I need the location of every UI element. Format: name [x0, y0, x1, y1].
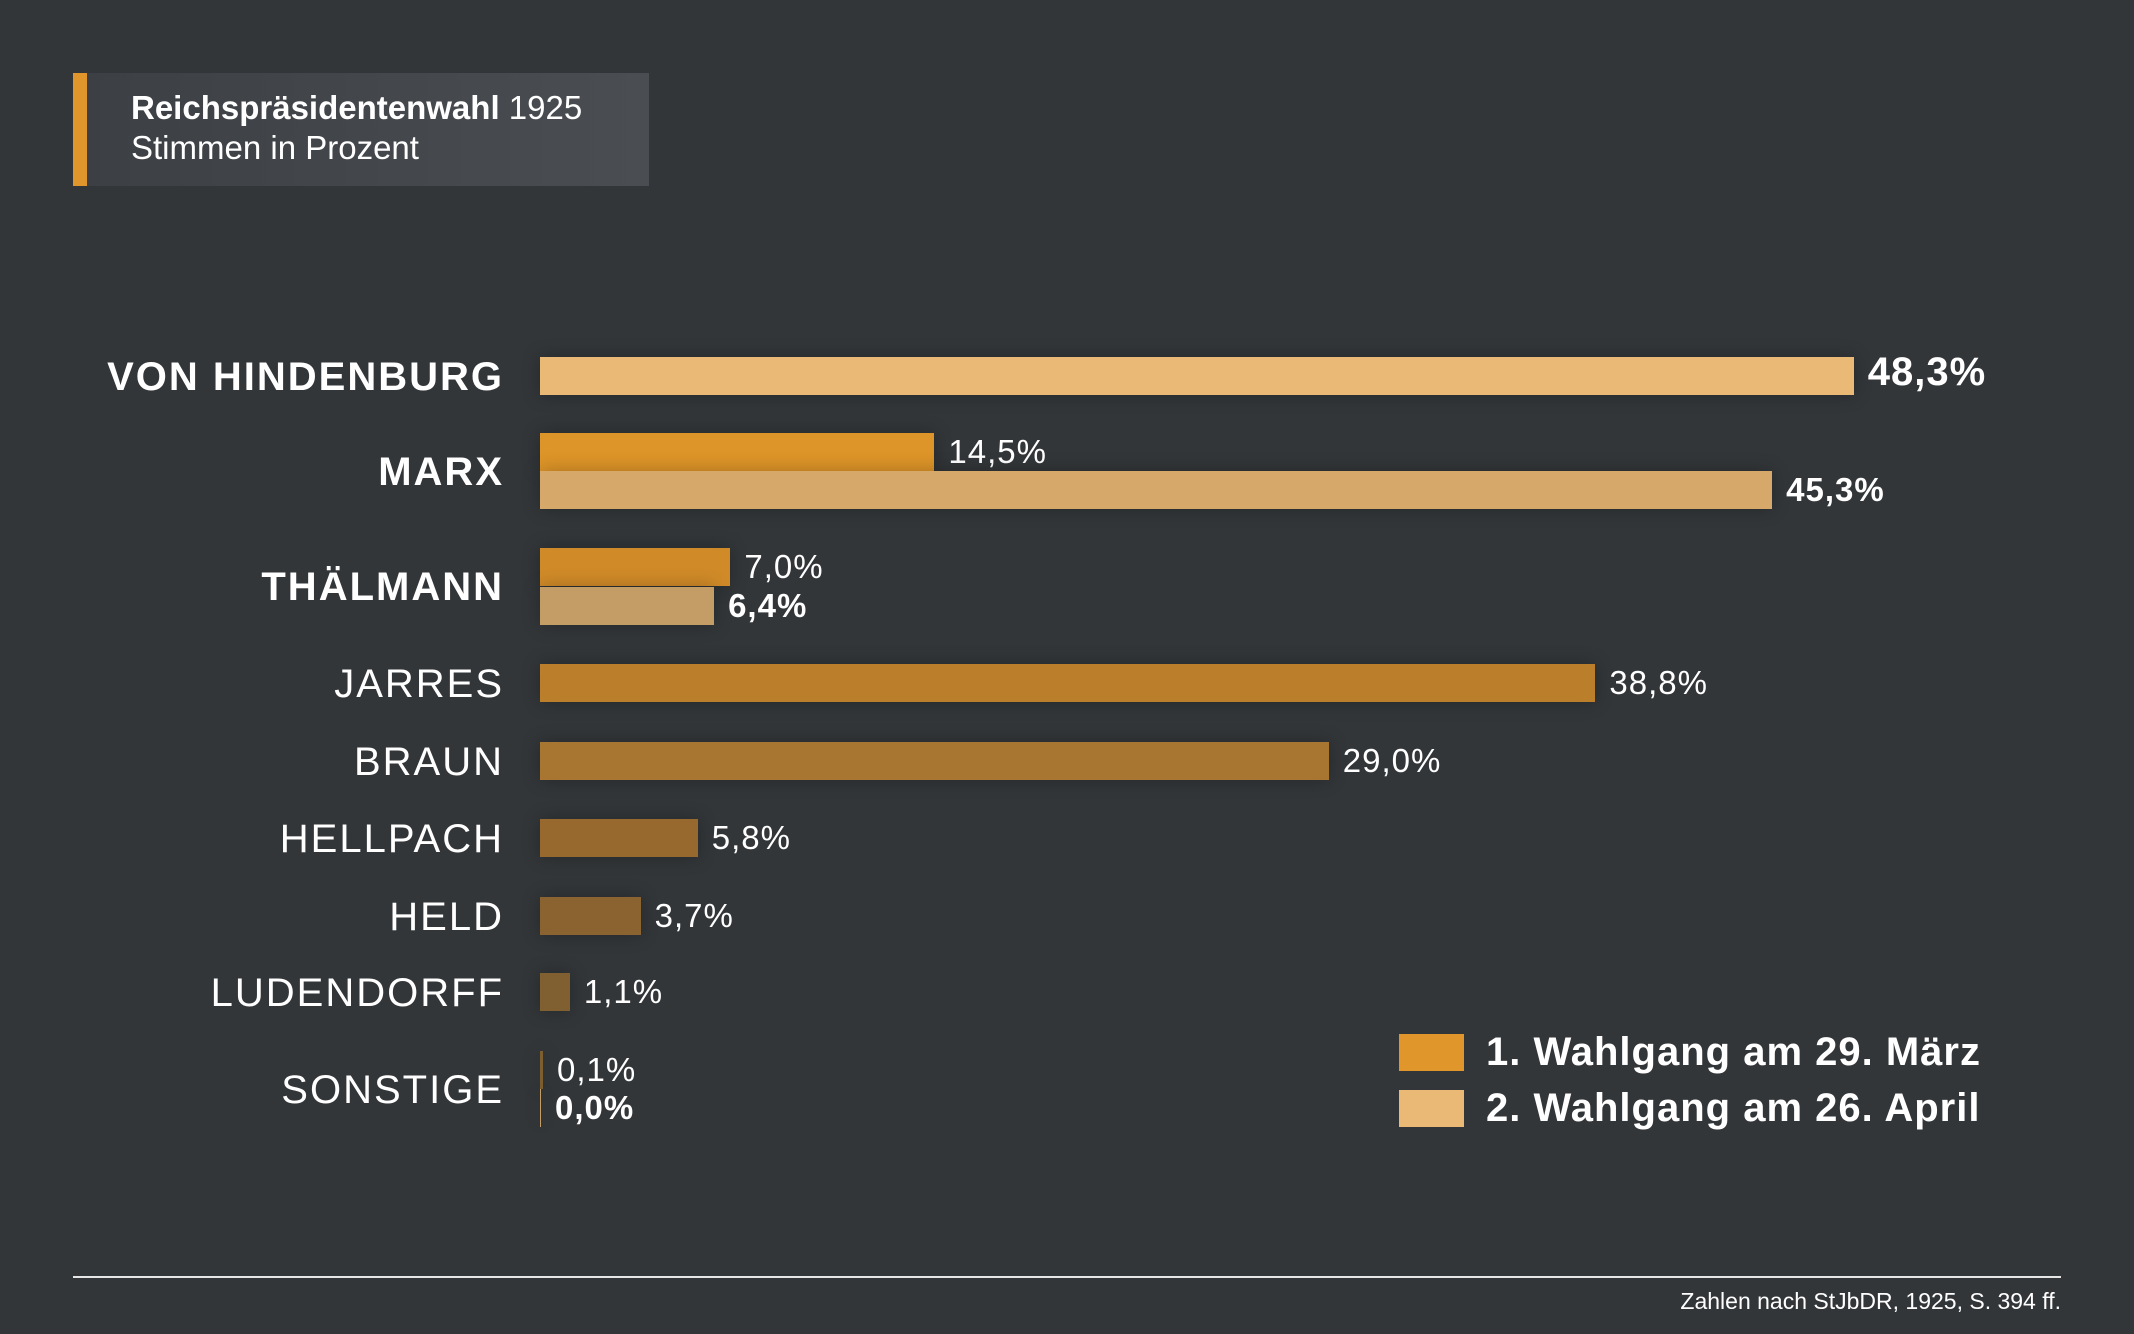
bar-round2: [540, 587, 715, 625]
value-label-round1: 14,5%: [948, 433, 1047, 470]
source-note: Zahlen nach StJbDR, 1925, S. 394 ff.: [1680, 1288, 2061, 1314]
chart-subtitle: Stimmen in Prozent: [131, 129, 419, 166]
value-label-round2: 0,0%: [555, 1089, 635, 1126]
value-label-round1: 7,0%: [744, 548, 824, 585]
category-label: LUDENDORFF: [210, 971, 504, 1015]
title-bold: Reichspräsidentenwahl: [131, 89, 500, 126]
category-label: HELLPACH: [279, 817, 504, 861]
value-label-round2: 45,3%: [1786, 471, 1885, 508]
legend-swatch-round2: [1399, 1090, 1464, 1127]
value-label-round2: 48,3%: [1867, 350, 1987, 394]
title-year: 1925: [508, 89, 583, 126]
category-label: MARX: [378, 450, 504, 494]
category-label: JARRES: [334, 662, 504, 706]
category-label: HELD: [389, 895, 504, 939]
value-label-round1: 38,8%: [1609, 664, 1708, 701]
bar-round2: [540, 471, 1773, 509]
category-label: THÄLMANN: [261, 565, 504, 609]
category-label: SONSTIGE: [281, 1068, 504, 1112]
value-label-round1: 1,1%: [583, 973, 664, 1010]
bar-round1: [540, 897, 641, 935]
bar-round1: [540, 819, 698, 857]
bar-round1: [540, 973, 570, 1011]
title-box: Reichspräsidentenwahl 1925 Stimmen in Pr…: [73, 73, 649, 186]
chart-title: Reichspräsidentenwahl 1925: [131, 89, 582, 127]
category-label: BRAUN: [353, 740, 504, 784]
bar-round1: [540, 1051, 543, 1089]
value-label-round2: 6,4%: [728, 587, 808, 624]
title-accent-bar: [73, 73, 87, 186]
bar-round2: [540, 357, 1854, 395]
value-label-round1: 3,7%: [654, 897, 734, 934]
legend-swatch-round1: [1399, 1034, 1464, 1071]
bar-round1: [540, 742, 1329, 780]
footer-divider: [73, 1276, 2061, 1278]
bar-round1: [540, 548, 731, 586]
value-label-round1: 0,1%: [557, 1051, 637, 1088]
bar-round1: [540, 664, 1596, 702]
bar-round2: [540, 1089, 541, 1127]
legend-label-round1: 1. Wahlgang am 29. März: [1486, 1030, 1981, 1074]
category-label: VON HINDENBURG: [107, 355, 504, 399]
value-label-round1: 29,0%: [1342, 742, 1442, 779]
bar-round1: [540, 433, 935, 471]
value-label-round1: 5,8%: [711, 819, 791, 856]
legend-label-round2: 2. Wahlgang am 26. April: [1486, 1086, 1981, 1130]
